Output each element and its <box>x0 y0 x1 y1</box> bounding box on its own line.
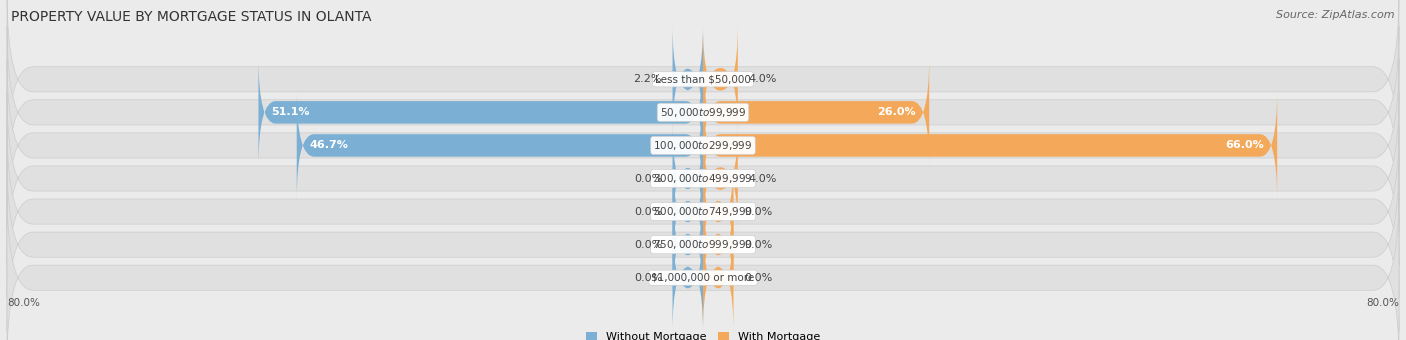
FancyBboxPatch shape <box>703 90 1277 200</box>
Text: PROPERTY VALUE BY MORTGAGE STATUS IN OLANTA: PROPERTY VALUE BY MORTGAGE STATUS IN OLA… <box>11 10 371 24</box>
Text: 0.0%: 0.0% <box>634 207 662 217</box>
FancyBboxPatch shape <box>672 24 703 134</box>
Text: 80.0%: 80.0% <box>7 298 39 308</box>
FancyBboxPatch shape <box>672 157 703 267</box>
Text: 0.0%: 0.0% <box>634 240 662 250</box>
FancyBboxPatch shape <box>297 90 703 200</box>
Text: 80.0%: 80.0% <box>1367 298 1399 308</box>
Text: $300,000 to $499,999: $300,000 to $499,999 <box>654 172 752 185</box>
FancyBboxPatch shape <box>7 125 1399 298</box>
Text: 46.7%: 46.7% <box>309 140 349 150</box>
Text: 26.0%: 26.0% <box>877 107 917 117</box>
FancyBboxPatch shape <box>7 191 1399 340</box>
FancyBboxPatch shape <box>7 59 1399 232</box>
FancyBboxPatch shape <box>703 190 734 300</box>
Text: $1,000,000 or more: $1,000,000 or more <box>651 273 755 283</box>
Text: 0.0%: 0.0% <box>744 273 772 283</box>
FancyBboxPatch shape <box>672 124 703 233</box>
Text: 0.0%: 0.0% <box>744 240 772 250</box>
FancyBboxPatch shape <box>7 26 1399 199</box>
Legend: Without Mortgage, With Mortgage: Without Mortgage, With Mortgage <box>582 327 824 340</box>
Text: 0.0%: 0.0% <box>634 273 662 283</box>
FancyBboxPatch shape <box>703 223 734 333</box>
FancyBboxPatch shape <box>7 0 1399 166</box>
Text: Source: ZipAtlas.com: Source: ZipAtlas.com <box>1277 10 1395 20</box>
Text: 0.0%: 0.0% <box>744 207 772 217</box>
FancyBboxPatch shape <box>703 157 734 267</box>
Text: $750,000 to $999,999: $750,000 to $999,999 <box>654 238 752 251</box>
FancyBboxPatch shape <box>672 223 703 333</box>
Text: 0.0%: 0.0% <box>634 173 662 184</box>
FancyBboxPatch shape <box>703 124 738 233</box>
Text: 4.0%: 4.0% <box>748 74 776 84</box>
FancyBboxPatch shape <box>7 158 1399 331</box>
FancyBboxPatch shape <box>703 24 738 134</box>
Text: $50,000 to $99,999: $50,000 to $99,999 <box>659 106 747 119</box>
Text: 2.2%: 2.2% <box>634 74 662 84</box>
FancyBboxPatch shape <box>672 190 703 300</box>
Text: 66.0%: 66.0% <box>1226 140 1264 150</box>
Text: 51.1%: 51.1% <box>271 107 309 117</box>
FancyBboxPatch shape <box>7 92 1399 265</box>
FancyBboxPatch shape <box>259 57 703 167</box>
Text: $100,000 to $299,999: $100,000 to $299,999 <box>654 139 752 152</box>
Text: $500,000 to $749,999: $500,000 to $749,999 <box>654 205 752 218</box>
FancyBboxPatch shape <box>703 57 929 167</box>
Text: Less than $50,000: Less than $50,000 <box>655 74 751 84</box>
Text: 4.0%: 4.0% <box>748 173 776 184</box>
